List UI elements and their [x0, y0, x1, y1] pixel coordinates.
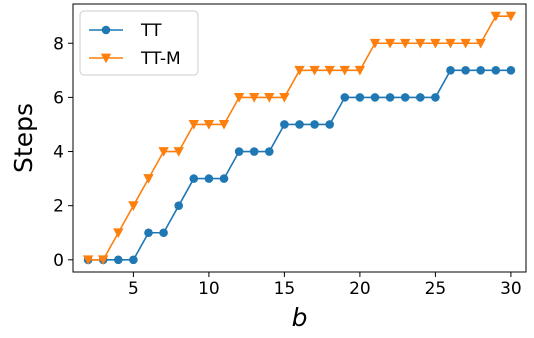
legend-label: TT [140, 21, 162, 41]
series-tt [83, 66, 516, 265]
data-point [174, 201, 183, 210]
data-point [173, 147, 184, 157]
data-point [98, 255, 109, 266]
data-point [354, 65, 366, 76]
data-point [415, 38, 426, 49]
x-tick-label: 5 [128, 279, 139, 299]
data-point [506, 66, 516, 75]
data-point [159, 228, 168, 238]
data-point [325, 120, 335, 129]
data-point [158, 147, 169, 157]
series-layer [82, 11, 517, 266]
data-point [234, 147, 244, 156]
data-point [295, 120, 304, 129]
axis-ticks: 5 10 15 20 25 30 0 2 4 6 8 [53, 34, 522, 299]
data-point [445, 38, 456, 49]
x-tick-label: 25 [425, 279, 447, 299]
series-tt-m [82, 11, 517, 266]
data-point [460, 38, 471, 49]
data-point [143, 174, 154, 184]
x-tick-label: 15 [274, 279, 296, 299]
legend-box [79, 10, 199, 76]
data-point [218, 120, 230, 130]
data-point [369, 38, 381, 49]
legend: TT TT-M [79, 10, 199, 76]
data-point [400, 93, 410, 102]
data-point [446, 66, 455, 75]
legend-marker [101, 25, 111, 35]
y-tick-label: 2 [53, 197, 64, 217]
y-tick-label: 8 [53, 34, 64, 54]
data-point [505, 11, 517, 22]
legend-label: TT-M [140, 49, 181, 69]
legend-marker [100, 53, 112, 64]
data-point [144, 228, 153, 238]
data-point [476, 66, 486, 75]
data-point [384, 38, 396, 49]
y-axis-label: Steps [9, 103, 38, 173]
data-point [264, 92, 275, 103]
data-point [249, 147, 259, 156]
data-point [310, 120, 319, 129]
data-point [475, 38, 486, 49]
data-point [114, 255, 123, 265]
data-point [339, 65, 350, 76]
data-point [279, 92, 290, 103]
x-tick-label: 20 [349, 279, 371, 299]
x-tick-label: 10 [198, 279, 220, 299]
data-point [233, 92, 245, 103]
y-tick-label: 4 [53, 143, 64, 163]
data-point [490, 11, 501, 22]
data-point [189, 174, 199, 183]
legend-item-tt-m: TT-M [89, 49, 181, 69]
data-point [113, 228, 124, 238]
data-point [385, 93, 395, 102]
data-point [204, 174, 214, 183]
plot-frame [72, 3, 527, 273]
data-point [309, 65, 320, 76]
y-tick-label: 0 [53, 251, 64, 271]
data-point [491, 66, 501, 75]
data-point [340, 93, 350, 102]
data-point [129, 255, 138, 265]
data-point [128, 201, 139, 211]
data-point [82, 255, 94, 266]
data-point [280, 120, 289, 129]
data-point [188, 120, 199, 130]
data-point [219, 174, 229, 183]
x-tick-label: 30 [500, 279, 522, 299]
data-point [431, 93, 440, 102]
legend-item-tt: TT [89, 21, 162, 41]
data-point [400, 38, 411, 49]
data-point [416, 93, 425, 102]
data-point [265, 147, 274, 156]
data-point [203, 120, 215, 130]
data-point [370, 93, 380, 102]
data-point [430, 38, 441, 49]
data-point [324, 65, 335, 76]
data-point [461, 66, 470, 75]
x-axis-label: b [292, 303, 308, 332]
data-point [249, 92, 260, 103]
y-tick-label: 6 [53, 88, 64, 108]
data-point [294, 65, 305, 76]
data-point [355, 93, 365, 102]
